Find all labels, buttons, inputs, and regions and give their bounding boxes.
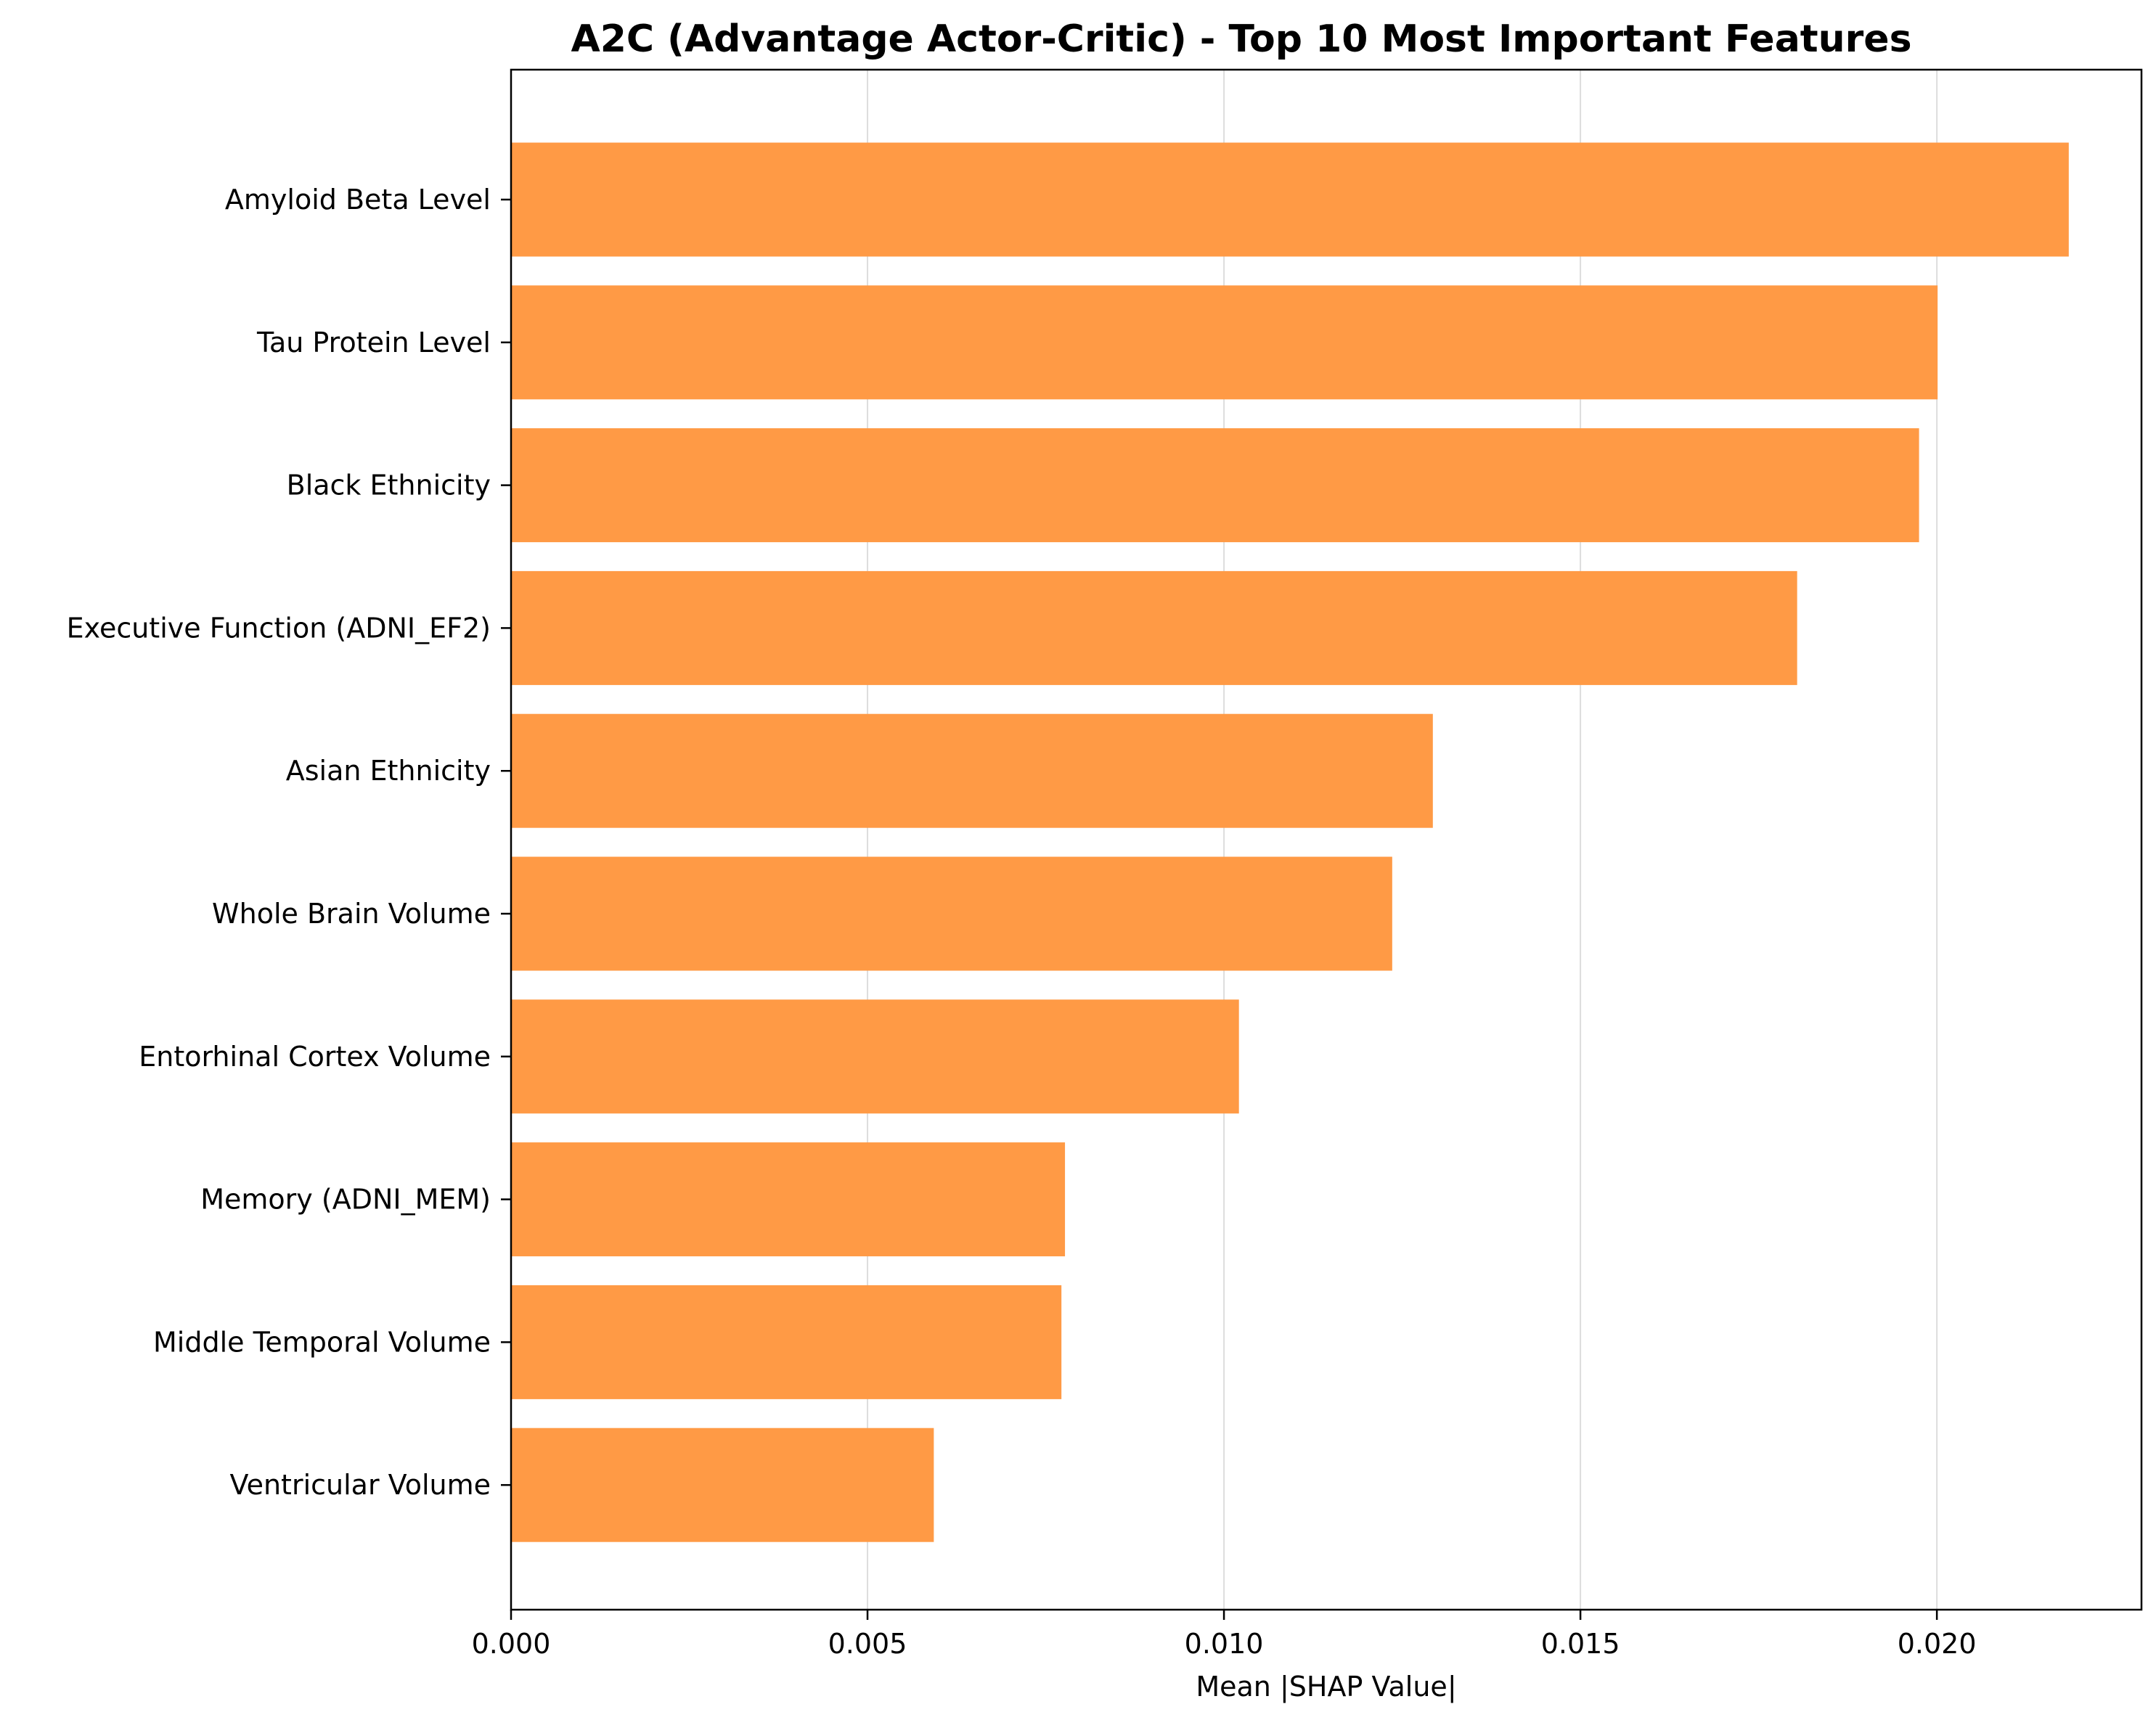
x-axis-label: Mean |SHAP Value| bbox=[1196, 1671, 1456, 1703]
y-tick-label: Executive Function (ADNI_EF2) bbox=[67, 612, 491, 644]
bar bbox=[511, 142, 2069, 257]
x-tick-label: 0.015 bbox=[1541, 1628, 1620, 1660]
x-axis-ticks: 0.000 0.005 0.010 0.015 0.020 bbox=[472, 1610, 1977, 1660]
y-tick-label: Tau Protein Level bbox=[256, 327, 491, 359]
bar bbox=[511, 285, 1938, 400]
y-tick-label: Whole Brain Volume bbox=[212, 898, 491, 930]
y-axis-ticks: Amyloid Beta Level Tau Protein Level Black… bbox=[67, 184, 511, 1501]
bar bbox=[511, 570, 1797, 685]
bars bbox=[511, 142, 2069, 1542]
plot-frame bbox=[510, 68, 2143, 1611]
y-tick-label: Middle Temporal Volume bbox=[153, 1326, 491, 1358]
bar bbox=[511, 1142, 1066, 1257]
y-tick-label: Black Ethnicity bbox=[287, 470, 491, 501]
x-tick-label: 0.020 bbox=[1898, 1628, 1977, 1660]
x-tick-label: 0.005 bbox=[828, 1628, 907, 1660]
bar bbox=[511, 1428, 934, 1542]
x-tick-label: 0.010 bbox=[1185, 1628, 1264, 1660]
bar bbox=[511, 999, 1239, 1114]
bar bbox=[511, 1285, 1062, 1399]
y-tick-label: Ventricular Volume bbox=[230, 1469, 491, 1501]
y-tick-label: Amyloid Beta Level bbox=[225, 184, 491, 216]
y-tick-label: Memory (ADNI_MEM) bbox=[200, 1184, 491, 1216]
bar bbox=[511, 428, 1919, 543]
x-tick-label: 0.000 bbox=[472, 1628, 551, 1660]
bar bbox=[511, 856, 1392, 971]
bar bbox=[511, 713, 1433, 828]
y-tick-label: Entorhinal Cortex Volume bbox=[139, 1041, 491, 1073]
y-tick-label: Asian Ethnicity bbox=[286, 755, 491, 787]
chart-title: A2C (Advantage Actor-Critic) - Top 10 Mo… bbox=[571, 17, 1911, 61]
